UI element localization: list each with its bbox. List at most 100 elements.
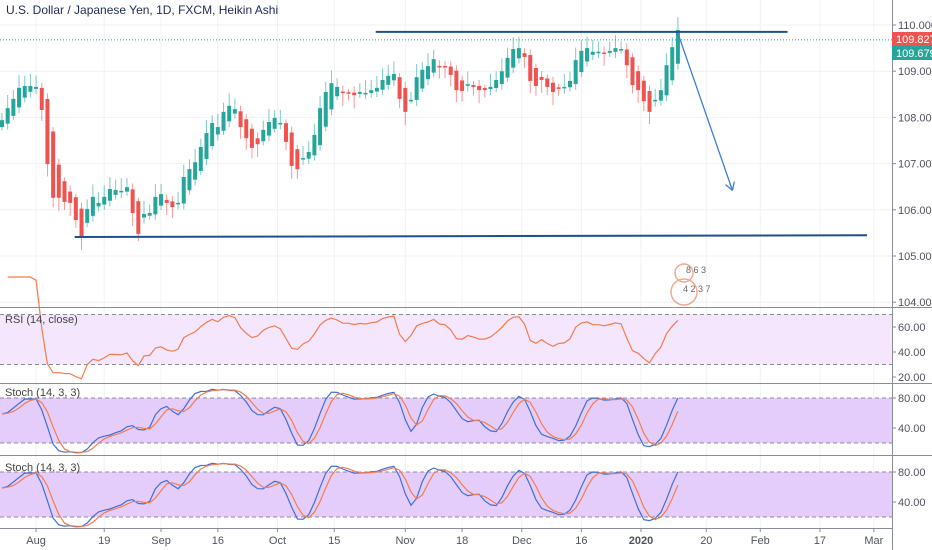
candle	[62, 177, 67, 211]
candle-body	[630, 57, 635, 86]
candle-body	[249, 128, 254, 148]
candle	[284, 119, 288, 151]
candle	[363, 80, 368, 99]
candle-body	[499, 71, 504, 84]
rsi-label: RSI (14, close)	[5, 314, 78, 326]
candle-body	[602, 52, 607, 55]
candle-body	[90, 196, 95, 216]
candle-body	[374, 87, 379, 92]
candle-body	[568, 80, 572, 88]
candle	[573, 47, 578, 90]
candle	[232, 98, 237, 119]
candle	[170, 196, 175, 219]
candle-body	[380, 79, 385, 90]
candle	[391, 61, 396, 87]
candle-body	[306, 152, 311, 159]
candle	[244, 113, 249, 150]
candle	[477, 79, 482, 104]
support-line[interactable]	[74, 234, 868, 239]
grid	[0, 0, 892, 528]
candle	[465, 71, 470, 92]
candle-body	[420, 69, 425, 89]
candle	[340, 85, 345, 107]
candle-body	[215, 127, 220, 135]
candle-body	[45, 98, 50, 165]
candle	[516, 36, 521, 64]
candle-body	[488, 86, 493, 90]
candle-body	[39, 87, 44, 111]
candle-body	[636, 71, 641, 91]
candle	[533, 63, 538, 96]
stoch-d-line-1	[1, 388, 679, 453]
stoch-band-1	[0, 398, 892, 443]
candle	[176, 191, 181, 210]
time-tick-label: Aug	[26, 535, 46, 547]
candle	[420, 61, 425, 93]
candle-body	[369, 90, 374, 93]
svg-text:109.827: 109.827	[896, 34, 932, 46]
candle-body	[363, 92, 368, 95]
candle	[369, 79, 374, 98]
drawings[interactable]	[74, 30, 868, 239]
candle-body	[431, 59, 436, 73]
candle	[159, 184, 164, 211]
candle	[85, 199, 90, 228]
candle-body	[96, 202, 101, 207]
candle-body	[210, 122, 215, 147]
candle-body	[301, 158, 306, 160]
candle-body	[278, 122, 283, 125]
candle-body	[284, 123, 288, 142]
candle	[539, 71, 544, 93]
candle-body	[505, 57, 510, 78]
candle	[204, 119, 209, 166]
candle-body	[193, 162, 198, 180]
candle	[556, 83, 561, 96]
time-axis[interactable]: Aug 19 Sep 16 Oct 15 Nov 18 Dec 16 2020 20 Feb 17 Mar	[26, 528, 884, 547]
candle	[261, 120, 266, 146]
candle-body	[68, 191, 73, 203]
candle-body	[352, 92, 357, 96]
candle	[318, 96, 323, 151]
candle	[193, 149, 198, 186]
candle-body	[22, 85, 27, 98]
candle-body	[607, 50, 612, 53]
indicator-lines	[1, 276, 679, 528]
candle	[408, 91, 413, 104]
candle	[670, 37, 675, 85]
candle-body	[51, 131, 56, 198]
chart-title: U.S. Dollar / Japanese Yen, 1D, FXCM, He…	[6, 3, 278, 17]
candle	[675, 17, 680, 70]
candle-body	[579, 50, 584, 73]
candle	[619, 41, 624, 54]
candle-body	[528, 55, 533, 81]
candle	[113, 179, 118, 200]
candle-body	[312, 134, 317, 156]
candle	[210, 115, 215, 150]
candle	[579, 40, 584, 78]
time-tick-label: 2020	[629, 535, 653, 547]
candle-body	[0, 120, 4, 128]
svg-text:109.679: 109.679	[896, 48, 932, 60]
candle	[227, 93, 232, 128]
candle	[272, 110, 277, 133]
price-axis[interactable]: 110.000 109.000 108.000 107.000 106.000 105.0…	[892, 20, 932, 509]
candle-body	[454, 70, 459, 91]
candle	[124, 178, 129, 196]
candle-body	[664, 65, 669, 96]
candle	[658, 78, 663, 106]
time-tick-label: 19	[98, 535, 110, 547]
arrow-drawing[interactable]	[677, 33, 734, 191]
candle	[522, 48, 527, 68]
candle-body	[596, 51, 601, 54]
indicator-levels	[0, 314, 892, 518]
candle-body	[443, 66, 448, 68]
candle-body	[357, 91, 362, 94]
candle-body	[56, 164, 61, 198]
candle-body	[533, 67, 538, 86]
candle	[238, 105, 243, 139]
candle	[68, 185, 73, 217]
candle-body	[426, 66, 430, 80]
candle-body	[11, 98, 16, 116]
candle	[56, 158, 61, 211]
